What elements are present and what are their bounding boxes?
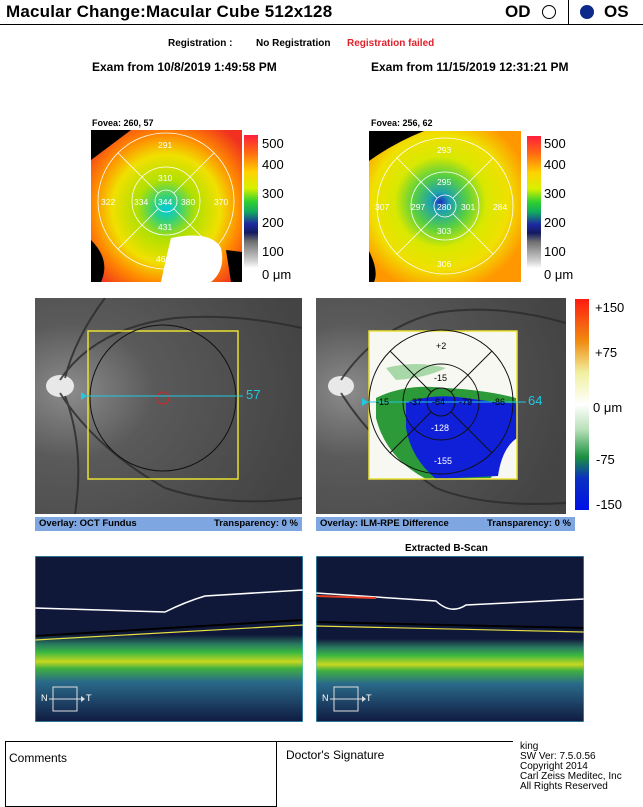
inner-temporal-value: 380 (181, 197, 196, 207)
signature-area[interactable]: Doctor's Signature (277, 741, 513, 807)
software-info: king SW Ver: 7.5.0.56 Copyright 2014 Car… (520, 742, 622, 792)
difference-scale-plus75: +75 (595, 345, 618, 360)
diff-outer-top-value: +2 (436, 341, 447, 351)
difference-scale-minus75: -75 (596, 452, 615, 467)
eye-separator (568, 0, 569, 24)
thickness-values-right: 280 295 297 301 303 293 307 284 306 (369, 131, 521, 282)
difference-scale-bar (575, 299, 589, 510)
comments-box[interactable]: Comments (5, 741, 277, 807)
registration-label: Registration : (168, 38, 233, 49)
diff-center-value: -64 (432, 397, 446, 407)
center-value: 344 (158, 197, 173, 207)
center-value: 280 (437, 202, 452, 212)
user-name: king (520, 741, 539, 752)
os-radio[interactable] (580, 5, 594, 19)
outer-nasal-value: 307 (375, 202, 390, 212)
fundus-image-left (35, 298, 302, 514)
inner-temporal-value: 301 (461, 202, 476, 212)
thickness-scale-bar-right (527, 136, 541, 283)
exam-title-right: Exam from 11/15/2019 12:31:21 PM (371, 60, 569, 74)
thickness-scale-400-left: 400 (262, 157, 284, 172)
sw-version: SW Ver: 7.5.0.56 (520, 751, 596, 762)
thickness-scale-0-right: 0 μm (544, 267, 574, 282)
inner-nasal-value: 334 (134, 197, 149, 207)
difference-scale-minus150: -150 (596, 497, 623, 512)
thickness-scale-400-right: 400 (544, 157, 566, 172)
scan-line-label-right: 64 (528, 393, 543, 408)
diff-inner-bottom-value: -128 (431, 423, 450, 433)
page-title: Macular Change:Macular Cube 512x128 (6, 2, 333, 21)
thickness-scale-bar-left (244, 135, 258, 283)
difference-values-right: -64 -15 -37 -79 -128 +2 -15 -86 -155 (316, 298, 566, 514)
outer-top-value: 293 (437, 145, 452, 155)
diff-inner-temporal-value: -79 (459, 397, 473, 407)
diff-inner-top-value: -15 (434, 373, 448, 383)
company: Carl Zeiss Meditec, Inc (520, 771, 622, 782)
fovea-left: Fovea: 260, 57 (92, 118, 154, 128)
od-label[interactable]: OD (505, 2, 531, 21)
thickness-map-right (369, 131, 521, 282)
inner-top-value: 295 (437, 177, 452, 187)
overlay-label-right[interactable]: Overlay: ILM-RPE Difference (320, 518, 449, 529)
bscan-image-right (316, 556, 584, 722)
thickness-scale-200-left: 200 (262, 215, 284, 230)
bscan-title: Extracted B-Scan (405, 543, 488, 554)
diff-outer-nasal-value: -15 (376, 397, 390, 407)
transparency-label-left[interactable]: Transparency: 0 % (214, 518, 298, 529)
thickness-scale-100-right: 100 (544, 244, 566, 259)
outer-temporal-value: 284 (493, 202, 508, 212)
od-radio[interactable] (542, 5, 556, 19)
inner-bottom-value: 303 (437, 226, 452, 236)
thickness-map-left (91, 130, 242, 282)
thickness-scale-300-left: 300 (262, 186, 284, 201)
outer-temporal-value: 370 (214, 197, 229, 207)
thickness-scale-100-left: 100 (262, 244, 284, 259)
registration-value: No Registration (256, 38, 331, 49)
outer-top-value: 291 (158, 140, 173, 150)
diff-inner-nasal-value: -37 (409, 397, 423, 407)
bscan-image-left (35, 556, 303, 722)
rights: All Rights Reserved (520, 781, 608, 792)
outer-bottom-value: 461 (156, 254, 171, 264)
overlay-bar-left[interactable]: Overlay: OCT Fundus Transparency: 0 % (35, 517, 302, 531)
thickness-values-left: 344 310 334 380 431 291 322 370 461 (91, 130, 242, 282)
fundus-image-right (316, 298, 566, 514)
copyright: Copyright 2014 (520, 761, 588, 772)
fovea-right: Fovea: 256, 62 (371, 118, 433, 128)
inner-nasal-value: 297 (411, 202, 426, 212)
thickness-scale-500-left: 500 (262, 136, 284, 151)
bscan-temporal-label-right: T (366, 693, 372, 703)
diff-outer-bottom-value: -155 (434, 456, 453, 466)
thickness-scale-300-right: 300 (544, 186, 566, 201)
difference-scale-plus150: +150 (595, 300, 625, 315)
exam-title-left: Exam from 10/8/2019 1:49:58 PM (92, 60, 277, 74)
os-label[interactable]: OS (604, 2, 629, 21)
comments-label: Comments (9, 751, 68, 765)
bscan-nasal-label-left: N (41, 693, 48, 703)
outer-nasal-value: 322 (101, 197, 116, 207)
header-divider (0, 24, 643, 25)
signature-label: Doctor's Signature (286, 748, 385, 762)
registration-status: Registration failed (347, 38, 435, 49)
thickness-scale-500-right: 500 (544, 136, 566, 151)
bscan-temporal-label-left: T (86, 693, 92, 703)
transparency-label-right[interactable]: Transparency: 0 % (487, 518, 571, 529)
overlay-bar-right[interactable]: Overlay: ILM-RPE Difference Transparency… (316, 517, 575, 531)
overlay-label-left[interactable]: Overlay: OCT Fundus (39, 518, 137, 529)
outer-bottom-value: 306 (437, 259, 452, 269)
thickness-scale-200-right: 200 (544, 215, 566, 230)
diff-outer-temporal-value: -86 (492, 397, 506, 407)
scan-line-label-left: 57 (246, 387, 261, 402)
thickness-scale-0-left: 0 μm (262, 267, 292, 282)
inner-top-value: 310 (158, 173, 173, 183)
difference-scale-0: 0 μm (593, 400, 623, 415)
bscan-nasal-label-right: N (322, 693, 329, 703)
inner-bottom-value: 431 (158, 222, 173, 232)
